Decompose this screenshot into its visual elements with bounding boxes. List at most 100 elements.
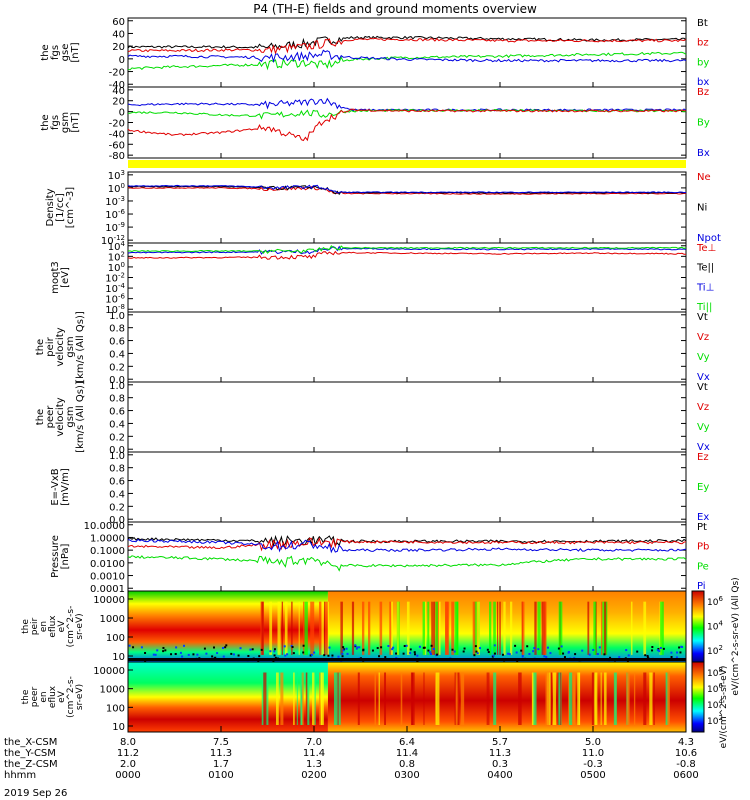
legend-Vz: Vz <box>697 332 709 343</box>
spectrogram-speckle <box>453 650 456 653</box>
spectrogram-streak <box>643 672 647 725</box>
spectrogram-speckle <box>418 645 421 648</box>
spectrogram-speckle <box>302 644 305 647</box>
spectrogram-streak <box>643 601 647 655</box>
legend-Bz: Bz <box>697 87 709 98</box>
spectrogram-speckle <box>436 653 439 656</box>
spectrogram-streak <box>600 672 602 725</box>
colorbar-tick-label: 104 <box>707 620 723 633</box>
spectrogram-streak <box>438 601 441 655</box>
y-tick-label: -40 <box>109 129 125 140</box>
spectrogram-speckle <box>678 646 681 649</box>
spectrogram-streak <box>667 672 670 725</box>
spectrogram-speckle <box>395 656 398 659</box>
spectrogram-streak <box>626 672 630 725</box>
spectrogram-streak <box>276 672 279 725</box>
spectrogram-speckle <box>646 656 649 659</box>
spectrogram-speckle <box>423 646 426 649</box>
panel-peer_spectrogram: 10000 1000 100 10 thepeerenefluxeV(cm^2-s-sr… <box>21 661 729 749</box>
legend-By: By <box>697 118 710 129</box>
y-tick-label: 1000 <box>100 685 125 696</box>
spectrogram-speckle <box>507 652 510 655</box>
spectrogram-speckle <box>409 648 412 651</box>
xaxis-value: 0200 <box>301 770 326 781</box>
spectrogram-streak <box>593 601 597 655</box>
colorbar-label: eV/(cm^2-s-sr-eV) <box>719 666 729 749</box>
spectrogram-streak <box>374 672 376 725</box>
spectrogram-speckle <box>493 644 496 647</box>
spectrogram-speckle <box>273 654 276 657</box>
legend-Vy: Vy <box>697 352 710 363</box>
spectrogram-speckle <box>140 646 143 649</box>
panel-ylabel: thefgsgse[nT] <box>40 42 81 62</box>
xaxis-value: 4.3 <box>678 737 694 748</box>
spectrogram-streak <box>486 672 488 725</box>
spectrogram-speckle <box>384 656 387 659</box>
spectrogram-streak <box>368 601 371 655</box>
spectrogram-speckle <box>521 655 524 658</box>
spectrogram-speckle <box>346 652 349 655</box>
spectrogram-speckle <box>309 654 312 657</box>
xaxis-value: 7.5 <box>213 737 229 748</box>
y-tick-label: 0.1000 <box>90 546 125 557</box>
spectrogram-speckle <box>429 652 432 655</box>
legend-Pt: Pt <box>697 522 707 533</box>
spectrogram-speckle <box>260 648 263 651</box>
spectrogram-speckle <box>651 646 654 649</box>
spectrogram-speckle <box>545 656 548 659</box>
legend-Vt: Vt <box>697 382 708 393</box>
spectrogram-speckle <box>567 650 570 653</box>
xaxis-value: 0000 <box>115 770 140 781</box>
legend-Ti⊥: Ti⊥ <box>696 282 714 293</box>
spectrogram-streak <box>298 601 300 655</box>
spectrogram-streak <box>499 601 501 655</box>
spectrogram-early <box>128 591 328 662</box>
spectrogram-streak <box>552 672 556 725</box>
spectrogram-speckle <box>211 655 214 658</box>
spectrogram-speckle <box>581 649 584 652</box>
y-tick-label: 0 <box>119 108 125 119</box>
xaxis-value: 2.0 <box>120 759 136 770</box>
panel-ylabel: Pressure[nPa] <box>50 535 71 578</box>
spectrogram-speckle <box>183 644 186 647</box>
legend-Vt: Vt <box>697 312 708 323</box>
panel-frame <box>127 86 687 159</box>
spectrogram-streak <box>291 601 293 655</box>
y-tick-label: 0.8 <box>109 394 125 405</box>
legend-Vy: Vy <box>697 422 710 433</box>
spectrogram-speckle <box>478 647 481 650</box>
spectrogram-speckle <box>310 653 313 656</box>
spectrogram-streak <box>265 672 269 725</box>
colorbar <box>691 590 705 663</box>
date-label: 2019 Sep 26 <box>4 788 67 799</box>
spectrogram-speckle <box>658 650 661 653</box>
y-tick-label: 100 <box>108 182 125 195</box>
spectrogram-streak <box>493 601 496 655</box>
series-line-Ti⊥ <box>127 245 687 255</box>
spectrogram-speckle <box>170 653 173 656</box>
y-tick-label: 1.0 <box>109 381 125 392</box>
spectrogram-speckle <box>174 652 177 655</box>
spectrogram-early <box>128 662 328 732</box>
spectrogram-streak <box>378 672 380 725</box>
y-tick-label: 10-3 <box>105 195 125 208</box>
spectrogram-speckle <box>341 655 344 658</box>
spectrogram-speckle <box>392 646 395 649</box>
spectrogram-streak <box>545 672 549 725</box>
spectrogram-streak <box>489 601 492 655</box>
spectrogram-speckle <box>273 650 276 653</box>
spectrogram-speckle <box>487 651 490 654</box>
spectrogram-speckle <box>537 648 540 651</box>
spectrogram-speckle <box>596 653 599 656</box>
legend-Vz: Vz <box>697 402 709 413</box>
spectrogram-streak <box>306 672 310 725</box>
spectrogram-streak <box>296 672 298 725</box>
xaxis-value: 5.0 <box>585 737 601 748</box>
spectrogram-streak <box>422 601 425 655</box>
spectrogram-streak <box>472 601 476 655</box>
spectrogram-streak <box>630 601 633 655</box>
spectrogram-speckle <box>588 653 591 656</box>
y-tick-label: 1.0000 <box>90 533 125 544</box>
spectrogram-speckle <box>403 644 406 647</box>
panel-frame <box>127 451 687 523</box>
